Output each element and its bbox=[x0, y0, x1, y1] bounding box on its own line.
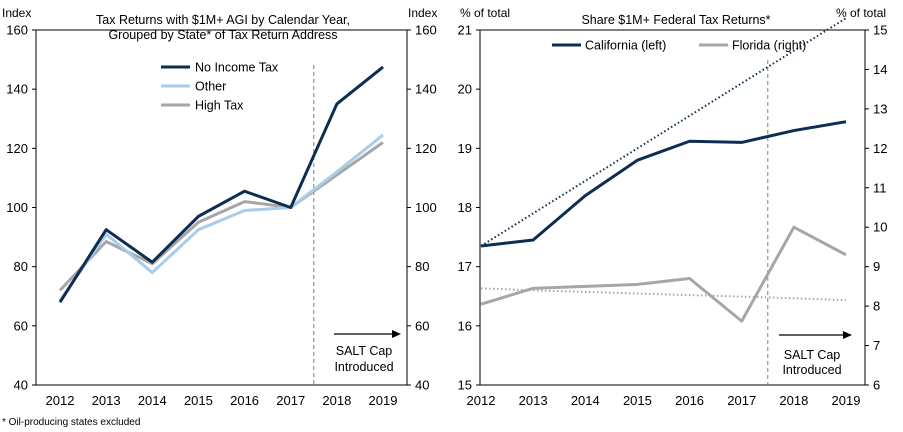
left-y-tick-label: 20 bbox=[458, 82, 472, 97]
series-line-florida-right bbox=[480, 225, 847, 323]
legend-label: Florida (right) bbox=[732, 39, 806, 53]
salt-cap-annotation: SALT Cap bbox=[336, 344, 393, 358]
right-plot-frame bbox=[479, 29, 866, 386]
right-y-tick-label: 15 bbox=[873, 23, 887, 38]
x-tick-label: 2019 bbox=[369, 393, 398, 408]
x-tick-label: 2017 bbox=[727, 393, 756, 408]
series-line-other bbox=[58, 133, 384, 302]
legend-label: High Tax bbox=[195, 99, 244, 113]
x-tick-label: 2013 bbox=[519, 393, 548, 408]
left-y-tick-label: 140 bbox=[6, 82, 28, 97]
left-axis-unit: % of total bbox=[460, 6, 510, 20]
left-y-tick-label: 15 bbox=[458, 378, 472, 393]
right-y-tick-label: 11 bbox=[873, 180, 887, 195]
x-tick-label: 2013 bbox=[92, 393, 121, 408]
salt-cap-annotation: Introduced bbox=[334, 360, 393, 374]
footnote: * Oil-producing states excluded bbox=[2, 417, 140, 428]
left-y-tick-label: 120 bbox=[6, 141, 28, 156]
legend-label: Other bbox=[195, 80, 226, 94]
series-line-high-tax bbox=[58, 141, 384, 292]
left-y-tick-label: 18 bbox=[458, 200, 472, 215]
left-y-tick-label: 100 bbox=[6, 200, 28, 215]
left-chart: Index Index Tax Returns with $1M+ AGI by C… bbox=[2, 6, 437, 408]
right-chart: % of total % of total Share $1M+ Federal T… bbox=[458, 6, 888, 408]
x-tick-label: 2015 bbox=[623, 393, 652, 408]
right-y-tick-label: 12 bbox=[873, 141, 887, 156]
left-y-tick-label: 16 bbox=[458, 318, 472, 333]
right-y-tick-label: 80 bbox=[415, 259, 429, 274]
x-tick-label: 2019 bbox=[832, 393, 861, 408]
legend-label: No Income Tax bbox=[195, 61, 279, 75]
salt-cap-annotation: SALT Cap bbox=[784, 348, 841, 362]
x-tick-label: 2018 bbox=[322, 393, 351, 408]
right-y-tick-label: 60 bbox=[415, 318, 429, 333]
right-y-tick-label: 10 bbox=[873, 220, 887, 235]
left-y-tick-label: 80 bbox=[14, 259, 28, 274]
x-tick-label: 2018 bbox=[779, 393, 808, 408]
right-y-tick-label: 100 bbox=[415, 200, 437, 215]
right-y-tick-label: 160 bbox=[415, 23, 437, 38]
right-axis-unit: % of total bbox=[836, 6, 886, 20]
right-y-tick-label: 6 bbox=[873, 378, 880, 393]
x-tick-label: 2014 bbox=[571, 393, 600, 408]
right-y-tick-label: 14 bbox=[873, 62, 887, 77]
x-tick-label: 2016 bbox=[230, 393, 259, 408]
chart-title-line: Tax Returns with $1M+ AGI by Calendar Ye… bbox=[96, 13, 350, 27]
right-y-tick-label: 140 bbox=[415, 82, 437, 97]
x-tick-label: 2016 bbox=[675, 393, 704, 408]
salt-cap-arrow-head bbox=[392, 330, 401, 338]
right-axis-unit: Index bbox=[408, 6, 437, 20]
x-tick-label: 2017 bbox=[276, 393, 305, 408]
chart-title-line: Grouped by State* of Tax Return Address bbox=[108, 28, 337, 42]
right-y-tick-label: 9 bbox=[873, 259, 880, 274]
series-line-no-income-tax bbox=[58, 65, 384, 303]
x-tick-label: 2014 bbox=[138, 393, 167, 408]
right-y-tick-label: 7 bbox=[873, 338, 880, 353]
chart-title-line: Share $1M+ Federal Tax Returns* bbox=[581, 13, 770, 27]
left-y-tick-label: 17 bbox=[458, 259, 472, 274]
right-y-tick-label: 13 bbox=[873, 101, 887, 116]
legend-label: California (left) bbox=[585, 39, 666, 53]
series-line-california-left bbox=[480, 120, 847, 248]
left-y-tick-label: 19 bbox=[458, 141, 472, 156]
left-y-tick-label: 40 bbox=[14, 378, 28, 393]
x-tick-label: 2015 bbox=[184, 393, 213, 408]
x-tick-label: 2012 bbox=[467, 393, 496, 408]
left-axis-unit: Index bbox=[2, 6, 31, 20]
left-y-tick-label: 160 bbox=[6, 23, 28, 38]
trend-line-florida-right bbox=[480, 287, 847, 302]
right-y-tick-label: 8 bbox=[873, 299, 880, 314]
left-y-tick-label: 60 bbox=[14, 318, 28, 333]
right-y-tick-label: 120 bbox=[415, 141, 437, 156]
salt-cap-arrow-head bbox=[843, 331, 852, 339]
right-y-tick-label: 40 bbox=[415, 378, 429, 393]
left-y-tick-label: 21 bbox=[458, 23, 472, 38]
salt-cap-annotation: Introduced bbox=[782, 363, 841, 377]
x-tick-label: 2012 bbox=[46, 393, 75, 408]
